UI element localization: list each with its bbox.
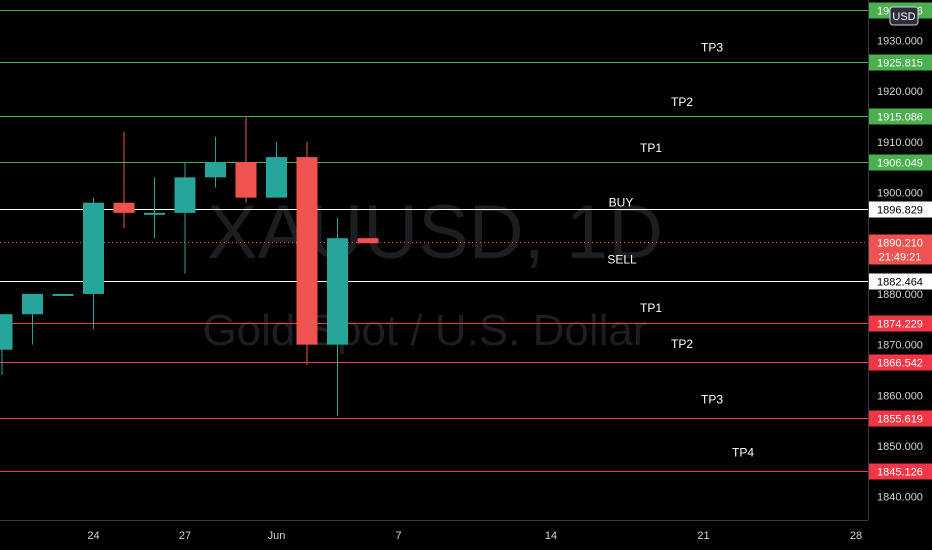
- price-tag: [869, 315, 932, 332]
- price-tick-label: 1870.000: [877, 340, 923, 352]
- candle-body: [296, 157, 318, 345]
- level-lines: [0, 10, 868, 472]
- level-annotation: SELL: [607, 252, 637, 266]
- candle-body: [22, 293, 43, 315]
- price-tick-label: 1880.000: [877, 289, 923, 301]
- currency-badge-box: [889, 6, 919, 26]
- candle-body: [327, 238, 348, 345]
- price-tag: [869, 410, 932, 427]
- bar-countdown: 21:49:21: [879, 252, 922, 264]
- time-tick-label: 14: [545, 530, 557, 542]
- level-annotation: TP2: [671, 337, 693, 351]
- price-tag: [869, 154, 932, 171]
- price-axis[interactable]: 1840.000 1850.000 1860.000 1870.000 1880.000…: [868, 0, 932, 550]
- price-tick-label: 1860.000: [877, 390, 923, 402]
- price-tag: [869, 354, 932, 371]
- price-tag-label: 1896.829: [877, 205, 923, 217]
- candle-body: [113, 202, 135, 213]
- candle-body: [235, 162, 257, 198]
- price-tag-label: 1855.619: [877, 414, 923, 426]
- price-tag-label: 1874.229: [877, 319, 923, 331]
- watermark-description: Gold Spot / U.S. Dollar: [202, 306, 647, 355]
- price-tick-label: 1840.000: [877, 492, 923, 504]
- price-tag: [869, 108, 932, 125]
- price-tag-label: 1866.542: [877, 358, 923, 370]
- level-annotation: TP3: [701, 41, 723, 55]
- price-tick-label: 1850.000: [877, 441, 923, 453]
- level-annotation: TP4: [732, 446, 754, 460]
- price-tag-label: 1915.086: [877, 112, 923, 124]
- price-tag: [869, 201, 932, 218]
- price-tick-label: 1910.000: [877, 137, 923, 149]
- candle-body: [205, 162, 226, 178]
- level-annotation: TP2: [671, 95, 693, 109]
- time-tick-label: 28: [850, 530, 862, 542]
- level-annotation: TP1: [640, 301, 662, 315]
- price-tag: [869, 54, 932, 71]
- price-tag: [869, 273, 932, 290]
- candle-body: [357, 238, 379, 244]
- price-tag-label: 1845.126: [877, 467, 923, 479]
- price-tick-label: 1920.000: [877, 86, 923, 98]
- time-tick-label: 21: [697, 530, 709, 542]
- price-tick-label: 1930.000: [877, 35, 923, 47]
- time-axis[interactable]: 24 27 Jun 7 14 21 28: [0, 520, 868, 550]
- level-annotation: TP1: [640, 141, 662, 155]
- time-tick-label: 27: [179, 530, 191, 542]
- candles: [0, 116, 379, 416]
- candle-body: [52, 293, 74, 296]
- price-tick-label: 1900.000: [877, 188, 923, 200]
- time-tick-label: Jun: [268, 530, 286, 542]
- current-price-tag: [869, 234, 932, 265]
- currency-label: USD: [892, 11, 915, 23]
- currency-badge[interactable]: USD: [889, 6, 919, 26]
- time-tick-label: 7: [395, 530, 401, 542]
- watermark: XAUUSD, 1D Gold Spot / U.S. Dollar: [202, 190, 663, 355]
- candle-body: [0, 314, 13, 350]
- candle-body: [83, 202, 104, 294]
- price-tag-label: 1925.815: [877, 58, 923, 70]
- time-axis-panel: [0, 520, 868, 550]
- watermark-symbol: XAUUSD, 1D: [207, 190, 663, 275]
- price-tag: [869, 463, 932, 480]
- level-annotations: TP3 TP2 TP1 BUY SELL TP1 TP2 TP3 TP4: [607, 41, 754, 460]
- candle-body: [144, 212, 165, 215]
- price-tag-label: 1906.049: [877, 158, 923, 170]
- time-tick-label: 24: [87, 530, 99, 542]
- price-tag-label: 1882.464: [877, 277, 923, 289]
- candle-body: [266, 157, 287, 198]
- current-price-label: 1890.210: [877, 238, 923, 250]
- candle-body: [174, 177, 196, 213]
- level-annotation: TP3: [701, 393, 723, 407]
- level-annotation: BUY: [609, 196, 634, 210]
